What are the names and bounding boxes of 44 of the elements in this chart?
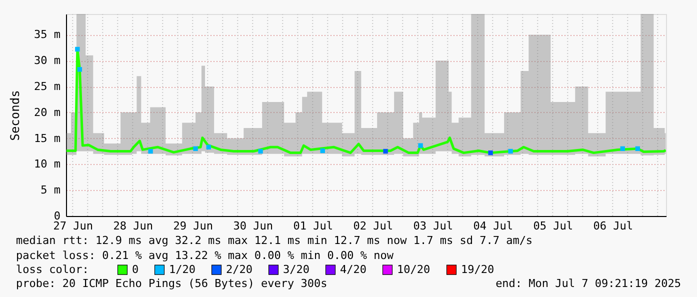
x-tick-label: 30 Jun [233,220,273,232]
y-axis-title: Seconds [8,90,22,141]
point [77,67,82,72]
text: end: Mon Jul 7 09:21:19 2025 [496,277,681,290]
legend-label: 19/20 [461,262,494,276]
y-tick-label: 25 m [34,80,61,94]
y-tick-label: 10 m [34,158,61,171]
y-tick-label: 5 m [40,184,61,197]
point [206,144,212,150]
x-tick-label: 27 Jun [53,220,93,232]
text: median rtt: 12.9 ms avg 32.2 ms max 12.1 ms min 12.7 ms now 1.7 ms sd 7.7 am/s [16,234,533,247]
x-tick-label: 29 Jun [173,220,213,232]
x-tick-label: 28 Jun [113,220,153,232]
legend-label: 3/20 [283,262,310,276]
text: packet loss: 0.21 % avg 13.22 % max 0.00 % min 0.00 % now [16,249,394,262]
point [320,148,325,154]
point [488,150,493,156]
legend-label: 10/20 [397,262,430,276]
x-tick-label: 01 Jul [293,220,333,232]
y-tick-label: 0 [54,210,60,222]
x-tick-label: 06 Jul [593,220,633,232]
y-tick-label: 20 m [34,106,61,119]
y-tick-label: 35 m [34,28,61,42]
point [193,146,198,152]
point [508,148,513,154]
point [635,146,640,152]
legend-label: 1/20 [169,262,196,276]
legend-label: 0 [132,262,139,276]
point [75,46,80,52]
legend-label: 2/20 [226,262,252,276]
point [383,148,388,154]
point [148,148,153,154]
text: probe: 20 ICMP Echo Pings (56 Bytes) every 300s [16,277,328,290]
y-tick-label: 15 m [34,132,61,145]
x-tick-label: 04 Jul [473,220,513,232]
legend-label: 4/20 [340,262,366,276]
point [418,143,423,148]
x-tick-label: 05 Jul [533,220,573,232]
point [620,146,625,152]
x-tick-label: 02 Jul [353,220,393,232]
x-tick-label: 03 Jul [413,220,453,232]
legend-title: loss color: [16,263,89,276]
point [258,148,263,154]
y-tick-label: 30 m [34,54,61,68]
